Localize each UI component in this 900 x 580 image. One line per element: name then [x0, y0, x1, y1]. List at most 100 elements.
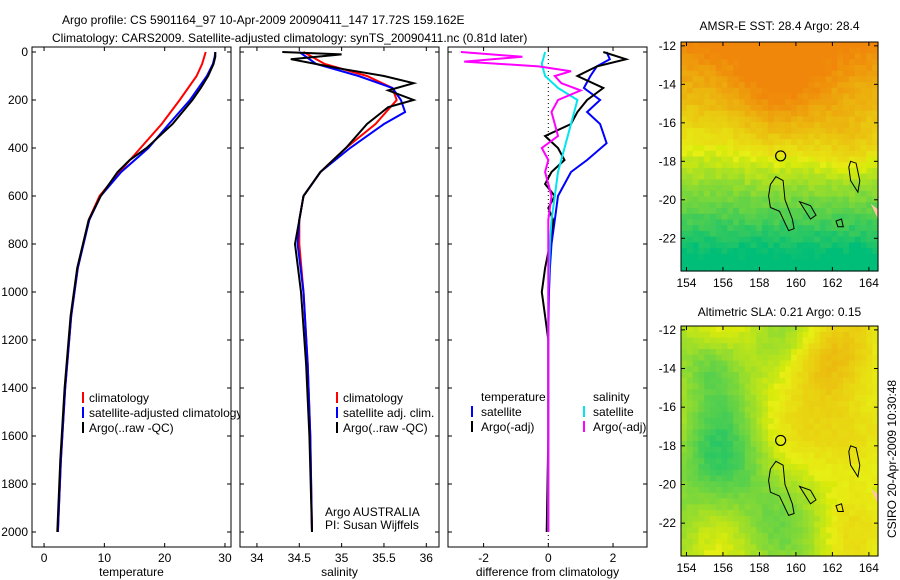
map-cell: [756, 87, 763, 95]
map-cell: [715, 487, 723, 494]
map-cell: [727, 99, 734, 106]
map-cell: [692, 242, 699, 249]
map-cell: [837, 492, 844, 500]
map-cell: [698, 412, 705, 419]
map-cell: [727, 230, 734, 238]
map-cell: [715, 202, 723, 209]
map-cell: [762, 70, 769, 77]
map-cell: [866, 354, 873, 362]
map-cell: [779, 469, 786, 477]
temperature-panel: 0 10 20 30020040060080010001200140016001800…: [1, 45, 242, 579]
map-cell: [808, 349, 815, 356]
map-cell: [872, 122, 879, 129]
map-cell: [727, 354, 734, 362]
map-cell: [756, 452, 763, 459]
map-cell: [785, 406, 792, 413]
map-cell: [733, 452, 740, 459]
map-cell: [820, 429, 827, 436]
map-cell: [849, 377, 856, 385]
map-cell: [808, 64, 815, 72]
map-cell: [744, 383, 752, 390]
map-cell: [773, 42, 781, 49]
map-cell: [791, 469, 798, 477]
map-cell: [692, 521, 699, 528]
map-cell: [796, 504, 804, 511]
map-cell: [733, 70, 740, 77]
map-cell: [820, 469, 827, 477]
map-cell: [762, 418, 769, 425]
map-cell: [715, 458, 723, 465]
map-cell: [796, 538, 804, 546]
map-cell: [704, 225, 711, 232]
map-cell: [762, 53, 769, 60]
map-cell: [866, 515, 873, 523]
map-cell: [802, 527, 810, 534]
map-cell: [721, 156, 728, 163]
map-cell: [866, 435, 873, 442]
map-cell: [686, 492, 694, 500]
map-cell: [773, 208, 781, 215]
map-cell: [779, 230, 786, 238]
map-cell: [779, 481, 786, 488]
map-cell: [686, 179, 694, 186]
map-cell: [820, 412, 827, 419]
map-cell: [738, 248, 746, 255]
map-cell: [744, 533, 752, 540]
map-cell: [738, 360, 746, 367]
series-satellite-adj-clim-: [296, 51, 407, 533]
map-cell: [779, 99, 786, 106]
map-cell: [767, 236, 775, 243]
map-cell: [796, 475, 804, 482]
map-cell: [802, 418, 810, 425]
map-cell: [721, 230, 728, 238]
map-cell: [825, 383, 833, 390]
map-cell: [727, 64, 734, 72]
map-cell: [843, 487, 850, 494]
map-cell: [860, 412, 867, 419]
map-cell: [686, 82, 694, 89]
map-cell: [762, 331, 769, 339]
map-cell: [710, 47, 717, 54]
map-cell: [779, 538, 786, 546]
map-cell: [733, 337, 740, 344]
map-cell: [779, 133, 786, 140]
map-cell: [779, 515, 786, 523]
map-cell: [744, 326, 752, 333]
map-cell: [698, 185, 705, 192]
map-cell: [820, 253, 827, 261]
map-cell: [837, 248, 844, 255]
map-cell: [738, 196, 746, 203]
map-cell: [843, 389, 850, 396]
map-cell: [866, 105, 873, 112]
map-cell: [750, 366, 757, 373]
y-tick-label: 1000: [1, 285, 28, 299]
map-cell: [704, 162, 711, 169]
map-cell: [767, 127, 775, 135]
map-cell: [820, 533, 827, 540]
map-cell: [785, 538, 792, 546]
map-cell: [872, 337, 879, 344]
map-cell: [872, 504, 879, 511]
map-cell: [785, 259, 792, 266]
map-cell: [785, 533, 792, 540]
map-cell: [785, 162, 792, 169]
map-cell: [843, 343, 850, 350]
map-cell: [721, 429, 728, 436]
map-cell: [767, 259, 775, 266]
map-cell: [744, 377, 752, 385]
x-tick-label: 158: [749, 276, 769, 290]
map-cell: [802, 64, 810, 72]
map-cell: [831, 435, 838, 442]
map-cell: [762, 492, 769, 500]
map-cell: [715, 366, 723, 373]
map-cell: [686, 400, 694, 408]
map-cell: [750, 99, 757, 106]
map-cell: [860, 59, 867, 66]
map-cell: [698, 538, 705, 546]
map-cell: [692, 185, 699, 192]
map-cell: [796, 343, 804, 350]
map-cell: [733, 349, 740, 356]
map-cell: [849, 412, 856, 419]
map-cell: [837, 423, 844, 431]
map-cell: [785, 354, 792, 362]
